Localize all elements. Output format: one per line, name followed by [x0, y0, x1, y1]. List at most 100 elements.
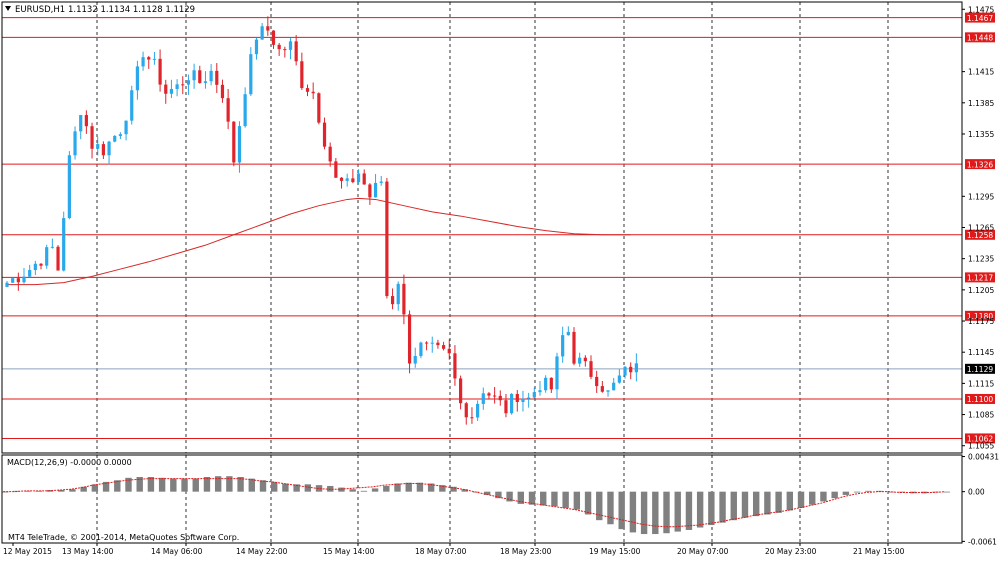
macd-bar — [203, 477, 211, 492]
candle-body — [612, 382, 616, 391]
level-tag — [965, 393, 995, 404]
macd-bar — [439, 485, 446, 492]
candle-body — [79, 115, 83, 132]
candle-body — [317, 93, 321, 123]
candle-body — [600, 386, 604, 392]
macd-bar — [416, 482, 424, 492]
macd-bar — [786, 491, 794, 511]
macd-bar — [461, 489, 468, 492]
horizontal-levels: 1.14671.14481.13261.12581.12171.11801.11… — [2, 12, 995, 444]
macd-bar — [853, 491, 861, 493]
candle-body — [107, 141, 111, 156]
level-tag — [965, 310, 995, 321]
candle-body — [436, 342, 440, 346]
macd-tick-label: -0.0061 — [968, 537, 997, 546]
macd-bar — [696, 491, 704, 528]
level-tag — [965, 433, 995, 444]
candle-body — [181, 84, 185, 86]
macd-bar — [181, 478, 188, 492]
candle-body — [249, 54, 253, 95]
candle-body — [493, 395, 497, 397]
macd-bar — [506, 491, 513, 502]
candle-body — [271, 30, 276, 45]
macd-bar — [58, 490, 65, 492]
price-tick-label: 1.1415 — [968, 68, 994, 77]
candle-body — [481, 393, 485, 404]
candle-body — [561, 335, 565, 357]
level-label: 1.1258 — [967, 231, 993, 240]
dropdown-arrow-icon[interactable] — [5, 6, 11, 11]
macd-bar — [304, 484, 312, 492]
candle-body — [192, 70, 196, 81]
time-tick-label: 18 May 23:00 — [500, 547, 552, 556]
candle-body — [254, 39, 259, 55]
ohlc-label: 1.1132 1.1134 1.1128 1.1129 — [68, 5, 195, 15]
candle-body — [96, 144, 100, 149]
candle-body — [90, 126, 94, 149]
chart-header: EURUSD,H1 1.1132 1.1134 1.1128 1.1129 — [5, 5, 195, 15]
macd-bar — [932, 491, 939, 493]
candle-body — [470, 417, 474, 419]
macd-bar — [898, 491, 906, 493]
copyright-label: MT4 TeleTrade, © 2001-2014, MetaQuotes S… — [8, 533, 239, 542]
candle-body — [617, 375, 621, 383]
price-tick-label: 1.1295 — [968, 192, 994, 201]
candle-body — [135, 66, 140, 91]
candle-body — [487, 393, 491, 396]
macd-bar — [427, 483, 435, 492]
candle-body — [447, 348, 451, 354]
time-tick-label: 15 May 14:00 — [323, 547, 375, 556]
macd-bar — [259, 480, 267, 492]
candle-body — [629, 366, 633, 373]
candle-body — [300, 61, 304, 89]
macd-bar — [708, 491, 715, 526]
candle-body — [11, 278, 15, 283]
candle-body — [379, 181, 383, 183]
level-label: 1.1062 — [967, 435, 993, 444]
macd-bar — [820, 491, 827, 502]
macd-bar — [349, 489, 356, 492]
candle-body — [589, 361, 593, 377]
candle-body — [175, 84, 179, 89]
candle-body — [147, 57, 151, 60]
candle-body — [158, 58, 162, 85]
level-label: 1.1448 — [967, 34, 993, 43]
candle-body — [538, 390, 542, 393]
macd-bar — [450, 486, 457, 492]
level-label: 1.1467 — [967, 14, 993, 23]
candle-body — [84, 115, 88, 127]
candle-body — [322, 122, 327, 147]
price-tick-label: 1.1055 — [968, 442, 994, 451]
candle-body — [237, 126, 242, 163]
macd-bar — [618, 491, 625, 530]
candle-body — [476, 403, 480, 418]
candle-body — [328, 146, 332, 162]
candle-body — [464, 403, 468, 418]
macd-bar — [405, 482, 412, 492]
candle-body — [311, 91, 315, 94]
price-tick-label: 1.1265 — [968, 224, 994, 233]
macd-signal-line — [3, 478, 945, 528]
level-label: 1.1180 — [967, 312, 993, 321]
macd-bar — [136, 477, 143, 492]
macd-bar — [517, 491, 525, 504]
candle-body — [141, 57, 145, 67]
candle-body — [373, 182, 378, 198]
macd-bar — [719, 491, 726, 523]
candle-body — [424, 342, 429, 344]
candle-body — [544, 377, 548, 391]
candle-body — [164, 84, 168, 94]
candle-body — [402, 283, 406, 315]
macd-bar — [315, 485, 323, 492]
macd-bar — [842, 491, 850, 495]
candle-body — [56, 246, 60, 271]
candle-body — [33, 263, 37, 271]
macd-bar — [943, 491, 950, 493]
macd-bar — [640, 491, 648, 535]
candle-body — [368, 184, 372, 198]
candle-body — [266, 26, 270, 31]
candlesticks — [5, 16, 638, 425]
candle-body — [498, 395, 502, 401]
